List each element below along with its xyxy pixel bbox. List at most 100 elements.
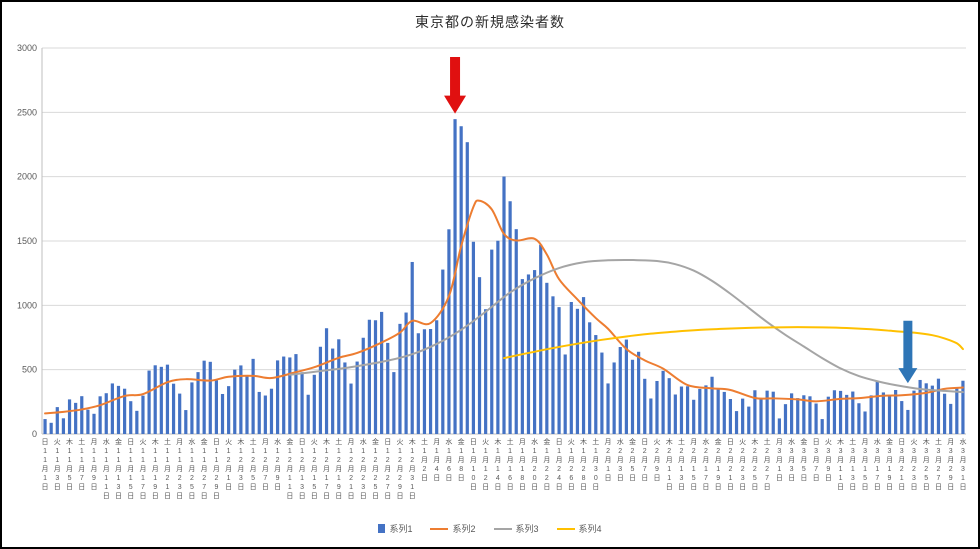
bar (545, 282, 549, 434)
bar (343, 362, 347, 434)
bar (361, 337, 365, 434)
bar (912, 390, 916, 434)
bar (961, 380, 965, 434)
bar (490, 249, 494, 434)
bar (171, 383, 176, 434)
bar (86, 409, 90, 434)
legend-label: 系列2 (452, 524, 476, 534)
bar (147, 370, 151, 434)
bar (526, 274, 531, 434)
bar (67, 399, 72, 434)
bar (318, 346, 323, 434)
legend-line-icon (493, 527, 512, 530)
legend-label: 系列4 (578, 524, 602, 534)
y-axis-labels: 0 500 1000 1500 2000 2500 3000 (17, 43, 37, 439)
bar (777, 418, 781, 434)
bar (202, 360, 206, 434)
y-tick-label: 500 (22, 365, 37, 375)
bar (790, 393, 794, 434)
bar (159, 366, 163, 434)
bar (331, 348, 335, 434)
bar (257, 391, 261, 434)
bar (116, 385, 121, 434)
bar (741, 398, 745, 434)
bar (643, 378, 647, 434)
bar (820, 419, 824, 434)
bar (826, 396, 830, 434)
y-tick-label: 2500 (17, 107, 37, 117)
bar (630, 359, 635, 434)
red-arrow (444, 57, 467, 114)
line-series2 (44, 199, 964, 415)
bar (685, 386, 690, 434)
bar (386, 342, 390, 434)
bar (600, 352, 604, 434)
bar (227, 386, 231, 434)
bar (135, 410, 139, 434)
bar (300, 372, 304, 434)
bar (606, 383, 610, 434)
bar (845, 394, 849, 434)
bar (263, 395, 267, 434)
bar (459, 126, 463, 434)
bar (196, 372, 200, 434)
bar (349, 383, 353, 434)
bar (618, 347, 622, 434)
bar (239, 365, 243, 434)
bar (838, 390, 843, 434)
line-series3 (288, 258, 964, 394)
bar (557, 307, 561, 434)
bar (667, 378, 671, 434)
bar (410, 261, 414, 434)
bar (251, 358, 255, 434)
bar (894, 389, 898, 434)
bar (92, 413, 96, 434)
legend-line-icon (556, 527, 575, 530)
bar (392, 372, 396, 434)
bar (337, 339, 341, 434)
bar (220, 393, 225, 434)
bar (367, 319, 371, 434)
bar (447, 229, 451, 434)
bar (851, 391, 855, 434)
bar (208, 361, 212, 434)
bar (765, 390, 769, 434)
bar (832, 390, 837, 434)
bar (441, 269, 445, 434)
bar (110, 383, 114, 434)
bar (796, 398, 800, 434)
blue-arrow (898, 320, 918, 384)
bar (900, 401, 904, 434)
